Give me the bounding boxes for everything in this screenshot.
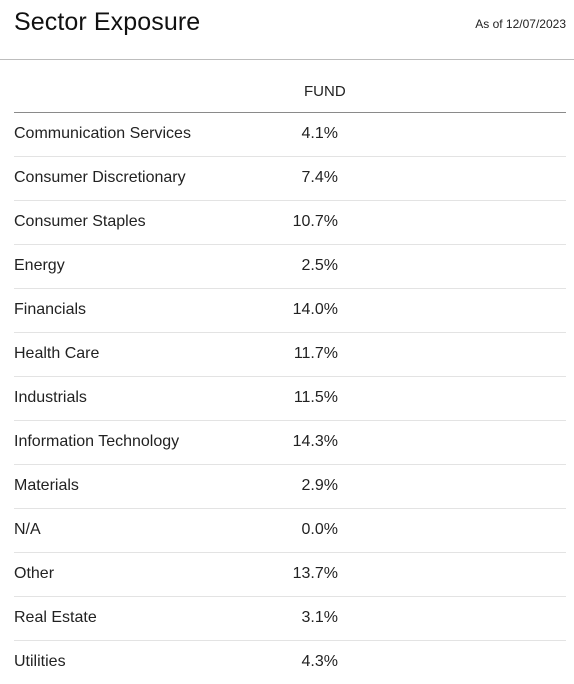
header: Sector Exposure As of 12/07/2023: [0, 0, 574, 60]
sector-name: N/A: [14, 521, 41, 538]
sector-name: Health Care: [14, 345, 100, 362]
as-of-date: As of 12/07/2023: [475, 17, 566, 31]
sector-name: Other: [14, 565, 55, 582]
sector-name: Consumer Discretionary: [14, 169, 186, 186]
sector-name: Materials: [14, 477, 79, 494]
sector-name: Communication Services: [14, 125, 191, 142]
fund-percentage: 11.7%: [293, 345, 338, 362]
page-title: Sector Exposure: [14, 8, 201, 36]
sector-name: Real Estate: [14, 609, 97, 626]
sector-name: Information Technology: [14, 433, 180, 450]
table-row: Consumer Staples 10.7%: [14, 201, 566, 245]
table-row: Information Technology 14.3%: [14, 421, 566, 465]
fund-percentage: 2.5%: [301, 257, 338, 274]
sector-exposure-table: FUND Communication Services 4.1% Consumer …: [14, 70, 566, 684]
fund-percentage: 7.4%: [301, 169, 338, 186]
sector-name: Utilities: [14, 653, 66, 670]
fund-percentage: 4.1%: [301, 125, 338, 142]
fund-percentage: 3.1%: [301, 609, 338, 626]
table-row: Financials 14.0%: [14, 289, 566, 333]
fund-percentage: 0.0%: [301, 521, 338, 538]
table-header: FUND: [14, 70, 566, 113]
sector-name: Financials: [14, 301, 87, 318]
table-row: Consumer Discretionary 7.4%: [14, 157, 566, 201]
fund-percentage: 4.3%: [301, 653, 338, 670]
fund-percentage: 14.0%: [292, 301, 338, 318]
table-row: N/A 0.0%: [14, 509, 566, 553]
table-row: Energy 2.5%: [14, 245, 566, 289]
table-row: Industrials 11.5%: [14, 377, 566, 421]
fund-percentage: 13.7%: [292, 565, 338, 582]
fund-percentage: 2.9%: [301, 477, 338, 494]
fund-percentage: 14.3%: [292, 433, 338, 450]
table-body: Communication Services 4.1% Consumer Discr…: [14, 113, 566, 684]
table-row: Health Care 11.7%: [14, 333, 566, 377]
fund-column-header: FUND: [304, 83, 346, 100]
table-row: Communication Services 4.1%: [14, 113, 566, 157]
table-row: Materials 2.9%: [14, 465, 566, 509]
table-row: Utilities 4.3%: [14, 641, 566, 684]
table-row: Real Estate 3.1%: [14, 597, 566, 641]
sector-name: Energy: [14, 257, 65, 274]
table-row: Other 13.7%: [14, 553, 566, 597]
fund-percentage: 10.7%: [292, 213, 338, 230]
sector-name: Industrials: [14, 389, 87, 406]
sector-name: Consumer Staples: [14, 213, 146, 230]
fund-percentage: 11.5%: [293, 389, 338, 406]
